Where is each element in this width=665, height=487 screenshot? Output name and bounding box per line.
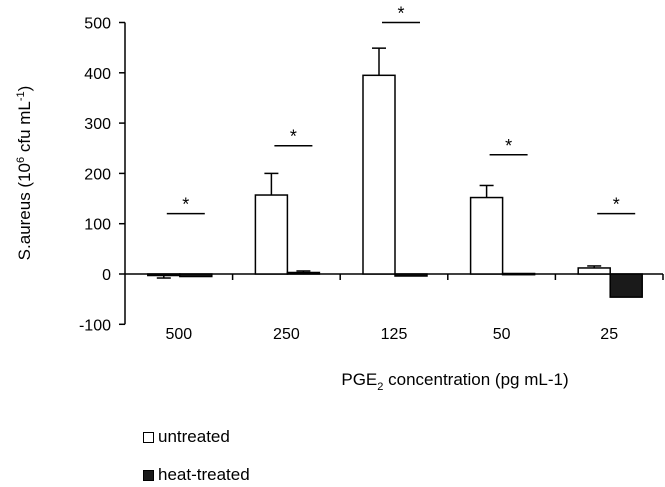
y-tick-label: 300: [84, 116, 111, 133]
significance-marker-25: *: [613, 195, 620, 215]
y-tick-label: 400: [84, 66, 111, 83]
legend-label-heat-treated: heat-treated: [158, 465, 250, 484]
bar-heat-treated-25: [609, 273, 643, 298]
y-tick-label: 500: [84, 16, 111, 33]
legend-item-untreated: untreated: [143, 427, 230, 447]
significance-marker-50: *: [505, 136, 512, 156]
x-tick-label: 50: [493, 326, 511, 343]
bar-heat-treated-50: [501, 272, 536, 276]
bar-heat-treated-250: [286, 271, 321, 275]
bar-untreated-125: [362, 74, 396, 275]
bar-untreated-25: [577, 267, 611, 275]
bar-untreated-250: [254, 194, 289, 275]
y-tick-label: -100: [79, 317, 111, 334]
y-tick-label: 200: [84, 166, 111, 183]
bar-untreated-500: [147, 273, 181, 277]
y-tick-label: 0: [102, 267, 111, 284]
significance-marker-500: *: [182, 195, 189, 215]
legend-item-heat-treated: heat-treated: [143, 465, 250, 485]
legend-swatch-heat-treated: [143, 469, 154, 481]
bar-heat-treated-500: [179, 273, 213, 278]
svg-text:S.aureus (106 cfu mL-1): S.aureus (106 cfu mL-1): [15, 86, 34, 261]
y-axis-label: S.aureus (106 cfu mL-1): [15, 86, 34, 261]
legend-label-untreated: untreated: [158, 427, 230, 446]
x-tick-label: 250: [273, 326, 300, 343]
bar-heat-treated-125: [394, 273, 428, 277]
x-tick-label: 500: [165, 326, 192, 343]
x-tick-label: 25: [600, 326, 618, 343]
legend-swatch-untreated: [143, 431, 154, 443]
y-tick-label: 100: [84, 217, 111, 234]
x-axis-label: PGE2 concentration (pg mL-1): [341, 370, 568, 393]
bar-untreated-50: [469, 196, 504, 275]
significance-marker-125: *: [397, 4, 404, 24]
x-tick-label: 125: [381, 326, 408, 343]
significance-marker-250: *: [290, 127, 297, 147]
